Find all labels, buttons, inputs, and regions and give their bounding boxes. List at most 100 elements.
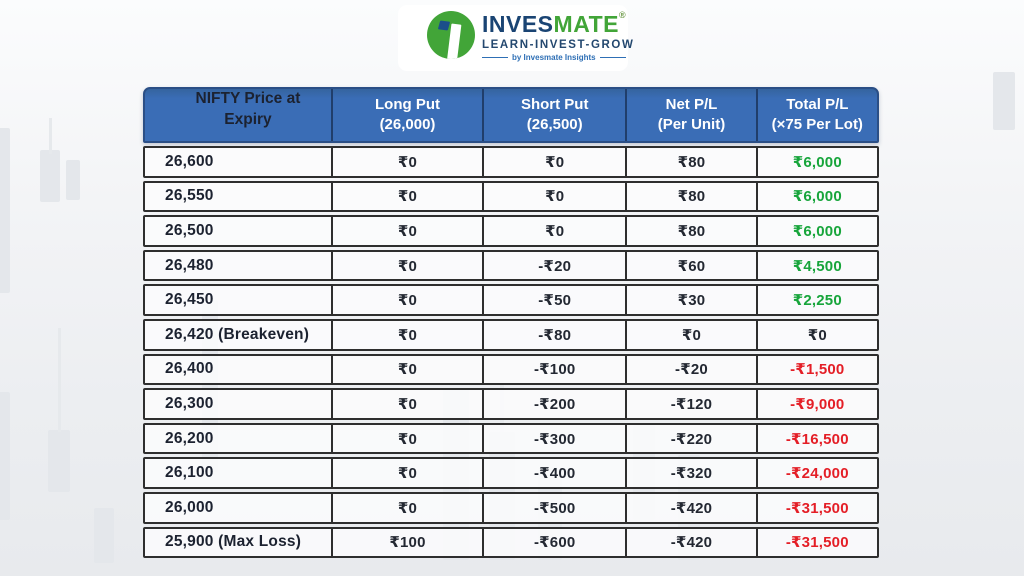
invesmate-logo-icon bbox=[427, 11, 475, 59]
cell-long-put: ₹0 bbox=[330, 251, 482, 280]
column-header-short-put: Short Put (26,500) bbox=[482, 89, 625, 141]
table-row: 25,900 (Max Loss) ₹100 -₹600 -₹420 -₹31,500 bbox=[143, 526, 879, 559]
table-row: 26,450 ₹0 -₹50 ₹30 ₹2,250 bbox=[143, 284, 879, 316]
cell-net-pl: ₹80 bbox=[625, 217, 755, 245]
cell-net-pl: ₹30 bbox=[625, 286, 755, 314]
cell-expiry: 26,600 bbox=[165, 152, 214, 170]
cell-total-pl: ₹6,000 bbox=[755, 148, 877, 176]
cell-expiry: 26,550 bbox=[165, 187, 214, 205]
cell-net-pl: -₹220 bbox=[625, 424, 755, 453]
cell-long-put: ₹0 bbox=[330, 320, 482, 349]
column-header-short-put-line2: (26,500) bbox=[526, 116, 583, 133]
table-row: 26,400 ₹0 -₹100 -₹20 -₹1,500 bbox=[143, 353, 879, 386]
logo-text: INVESMATE® LEARN-INVEST-GROW by Invesmat… bbox=[482, 11, 634, 62]
column-header-long-put: Long Put (26,000) bbox=[330, 89, 482, 141]
table-row: 26,100 ₹0 -₹400 -₹320 -₹24,000 bbox=[143, 457, 879, 489]
cell-total-pl: ₹4,500 bbox=[755, 251, 877, 280]
subtagline-text: by Invesmate Insights bbox=[512, 53, 596, 62]
cell-expiry: 26,400 bbox=[165, 360, 214, 378]
table-row: 26,200 ₹0 -₹300 -₹220 -₹16,500 bbox=[143, 422, 879, 455]
cell-expiry: 25,900 (Max Loss) bbox=[165, 533, 302, 551]
column-header-total-pl-line2: (×75 Per Lot) bbox=[771, 116, 863, 133]
cell-short-put: -₹50 bbox=[482, 286, 625, 314]
pl-table: NIFTY Price at Expiry Long Put (26,000) Shor… bbox=[143, 87, 879, 559]
table-row: 26,600 ₹0 ₹0 ₹80 ₹6,000 bbox=[143, 146, 879, 178]
cell-long-put: ₹0 bbox=[330, 182, 482, 211]
cell-total-pl: ₹2,250 bbox=[755, 286, 877, 314]
cell-net-pl: ₹80 bbox=[625, 182, 755, 211]
table-header-row: NIFTY Price at Expiry Long Put (26,000) Shor… bbox=[143, 87, 879, 143]
cell-net-pl: -₹120 bbox=[625, 390, 755, 418]
cell-net-pl: -₹320 bbox=[625, 459, 755, 487]
cell-expiry: 26,000 bbox=[165, 498, 214, 516]
cell-long-put: ₹0 bbox=[330, 459, 482, 487]
cell-long-put: ₹0 bbox=[330, 286, 482, 314]
brand-name-secondary: MATE bbox=[553, 11, 619, 37]
table-row: 26,550 ₹0 ₹0 ₹80 ₹6,000 bbox=[143, 180, 879, 213]
cell-short-put: -₹20 bbox=[482, 251, 625, 280]
column-header-nifty-price-line2: Expiry bbox=[224, 110, 272, 128]
cell-total-pl: -₹31,500 bbox=[755, 528, 877, 557]
cell-short-put: -₹500 bbox=[482, 493, 625, 522]
cell-net-pl: -₹420 bbox=[625, 528, 755, 557]
column-header-nifty-price: NIFTY Price at Expiry bbox=[145, 89, 331, 141]
cell-long-put: ₹0 bbox=[330, 355, 482, 384]
column-header-short-put-line1: Short Put bbox=[520, 95, 589, 113]
invesmate-logo: INVESMATE® LEARN-INVEST-GROW by Invesmat… bbox=[427, 11, 634, 62]
cell-net-pl: -₹420 bbox=[625, 493, 755, 522]
cell-long-put: ₹0 bbox=[330, 148, 482, 176]
cell-net-pl: -₹20 bbox=[625, 355, 755, 384]
dash-left bbox=[482, 57, 508, 58]
table-row: 26,500 ₹0 ₹0 ₹80 ₹6,000 bbox=[143, 215, 879, 247]
cell-total-pl: -₹24,000 bbox=[755, 459, 877, 487]
brand-tagline: LEARN-INVEST-GROW bbox=[482, 39, 635, 51]
cell-total-pl: ₹6,000 bbox=[755, 182, 877, 211]
cell-long-put: ₹0 bbox=[330, 493, 482, 522]
cell-total-pl: -₹9,000 bbox=[755, 390, 877, 418]
pillar-shape bbox=[446, 23, 462, 59]
cell-net-pl: ₹0 bbox=[625, 320, 755, 349]
cell-short-put: -₹100 bbox=[482, 355, 625, 384]
column-header-total-pl: Total P/L (×75 Per Lot) bbox=[755, 89, 877, 141]
column-header-total-pl-line1: Total P/L bbox=[786, 95, 849, 113]
cell-short-put: ₹0 bbox=[482, 217, 625, 245]
table-row: 26,480 ₹0 -₹20 ₹60 ₹4,500 bbox=[143, 249, 879, 282]
cell-short-put: -₹300 bbox=[482, 424, 625, 453]
cell-total-pl: -₹1,500 bbox=[755, 355, 877, 384]
brand-name: INVESMATE® bbox=[482, 10, 634, 37]
cell-short-put: -₹200 bbox=[482, 390, 625, 418]
cell-total-pl: ₹0 bbox=[755, 320, 877, 349]
cell-net-pl: ₹80 bbox=[625, 148, 755, 176]
cell-long-put: ₹0 bbox=[330, 217, 482, 245]
column-header-net-pl-line2: (Per Unit) bbox=[657, 116, 726, 133]
cell-long-put: ₹0 bbox=[330, 390, 482, 418]
cell-expiry: 26,480 bbox=[165, 256, 214, 274]
column-header-net-pl: Net P/L (Per Unit) bbox=[625, 89, 755, 141]
cell-short-put: -₹80 bbox=[482, 320, 625, 349]
pillar-dot-shape bbox=[437, 20, 451, 31]
cell-total-pl: -₹16,500 bbox=[755, 424, 877, 453]
cell-short-put: -₹600 bbox=[482, 528, 625, 557]
column-header-long-put-line2: (26,000) bbox=[379, 116, 436, 133]
column-header-long-put-line1: Long Put bbox=[375, 95, 440, 113]
cell-net-pl: ₹60 bbox=[625, 251, 755, 280]
cell-expiry: 26,100 bbox=[165, 464, 214, 482]
table-row: 26,300 ₹0 -₹200 -₹120 -₹9,000 bbox=[143, 388, 879, 420]
registered-mark: ® bbox=[618, 10, 627, 20]
table-body: 26,600 ₹0 ₹0 ₹80 ₹6,000 26,550 ₹0 ₹0 ₹80 ₹6,000 26… bbox=[143, 146, 879, 559]
cell-short-put: ₹0 bbox=[482, 148, 625, 176]
cell-expiry: 26,450 bbox=[165, 291, 214, 309]
column-header-nifty-price-line1: NIFTY Price at bbox=[195, 90, 301, 107]
table-row: 26,420 (Breakeven) ₹0 -₹80 ₹0 ₹0 bbox=[143, 318, 879, 351]
column-header-net-pl-line1: Net P/L bbox=[665, 95, 718, 113]
cell-long-put: ₹100 bbox=[330, 528, 482, 557]
cell-total-pl: ₹6,000 bbox=[755, 217, 877, 245]
cell-short-put: -₹400 bbox=[482, 459, 625, 487]
cell-long-put: ₹0 bbox=[330, 424, 482, 453]
cell-expiry: 26,500 bbox=[165, 221, 214, 239]
cell-total-pl: -₹31,500 bbox=[755, 493, 877, 522]
cell-expiry: 26,300 bbox=[165, 394, 214, 412]
cell-expiry: 26,420 (Breakeven) bbox=[165, 325, 310, 343]
dash-right bbox=[599, 57, 626, 58]
table-row: 26,000 ₹0 -₹500 -₹420 -₹31,500 bbox=[143, 491, 879, 524]
